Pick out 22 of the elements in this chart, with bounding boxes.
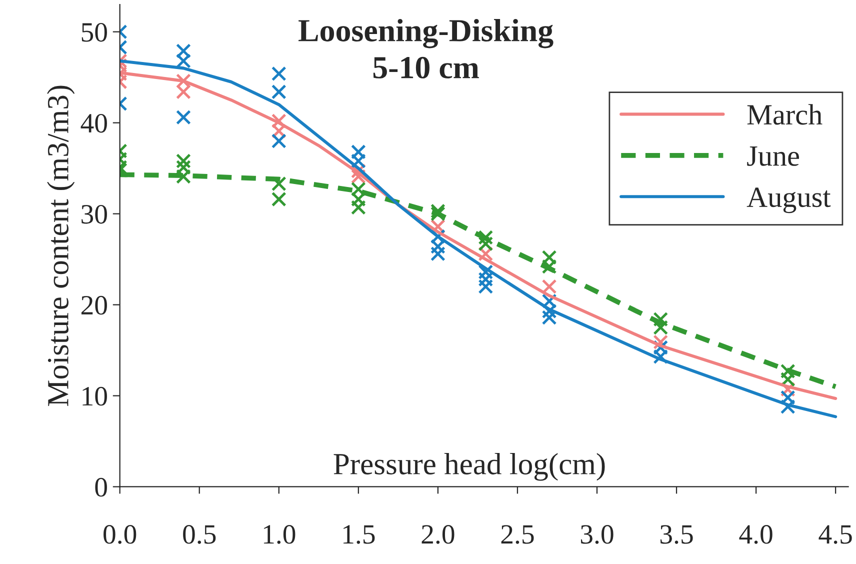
text: Loosening-Disking 5-10 cm	[298, 18, 554, 78]
y-tick-label: 0	[95, 478, 107, 497]
x-tick-label: 3.0	[580, 525, 614, 544]
legend-label: March	[747, 104, 822, 125]
x-tick-label: 4.5	[818, 525, 852, 544]
x-tick-label: 2.0	[422, 525, 454, 544]
y-tick-label: 10	[82, 386, 107, 406]
y-tick-label: 30	[82, 204, 107, 224]
x-tick-label: 0.5	[183, 525, 216, 544]
x-tick-label: 0.0	[104, 525, 136, 544]
legend-label: August	[746, 188, 831, 214]
y-tick-label: 50	[82, 22, 107, 42]
x-tick-label: 1.5	[344, 525, 375, 544]
legend-label: June	[747, 146, 799, 166]
y-axis-title: Moisture content (m3/m3)	[46, 86, 75, 406]
x-tick-label: 4.0	[739, 525, 772, 544]
x-tick-label: 1.0	[264, 525, 296, 544]
y-tick-label: 20	[81, 296, 107, 315]
y-tick-label: 40	[80, 114, 107, 133]
x-tick-label: 2.5	[501, 525, 534, 544]
x-tick-label: 3.5	[660, 525, 693, 544]
x-axis-title: Pressure head log(cm)	[334, 452, 605, 481]
